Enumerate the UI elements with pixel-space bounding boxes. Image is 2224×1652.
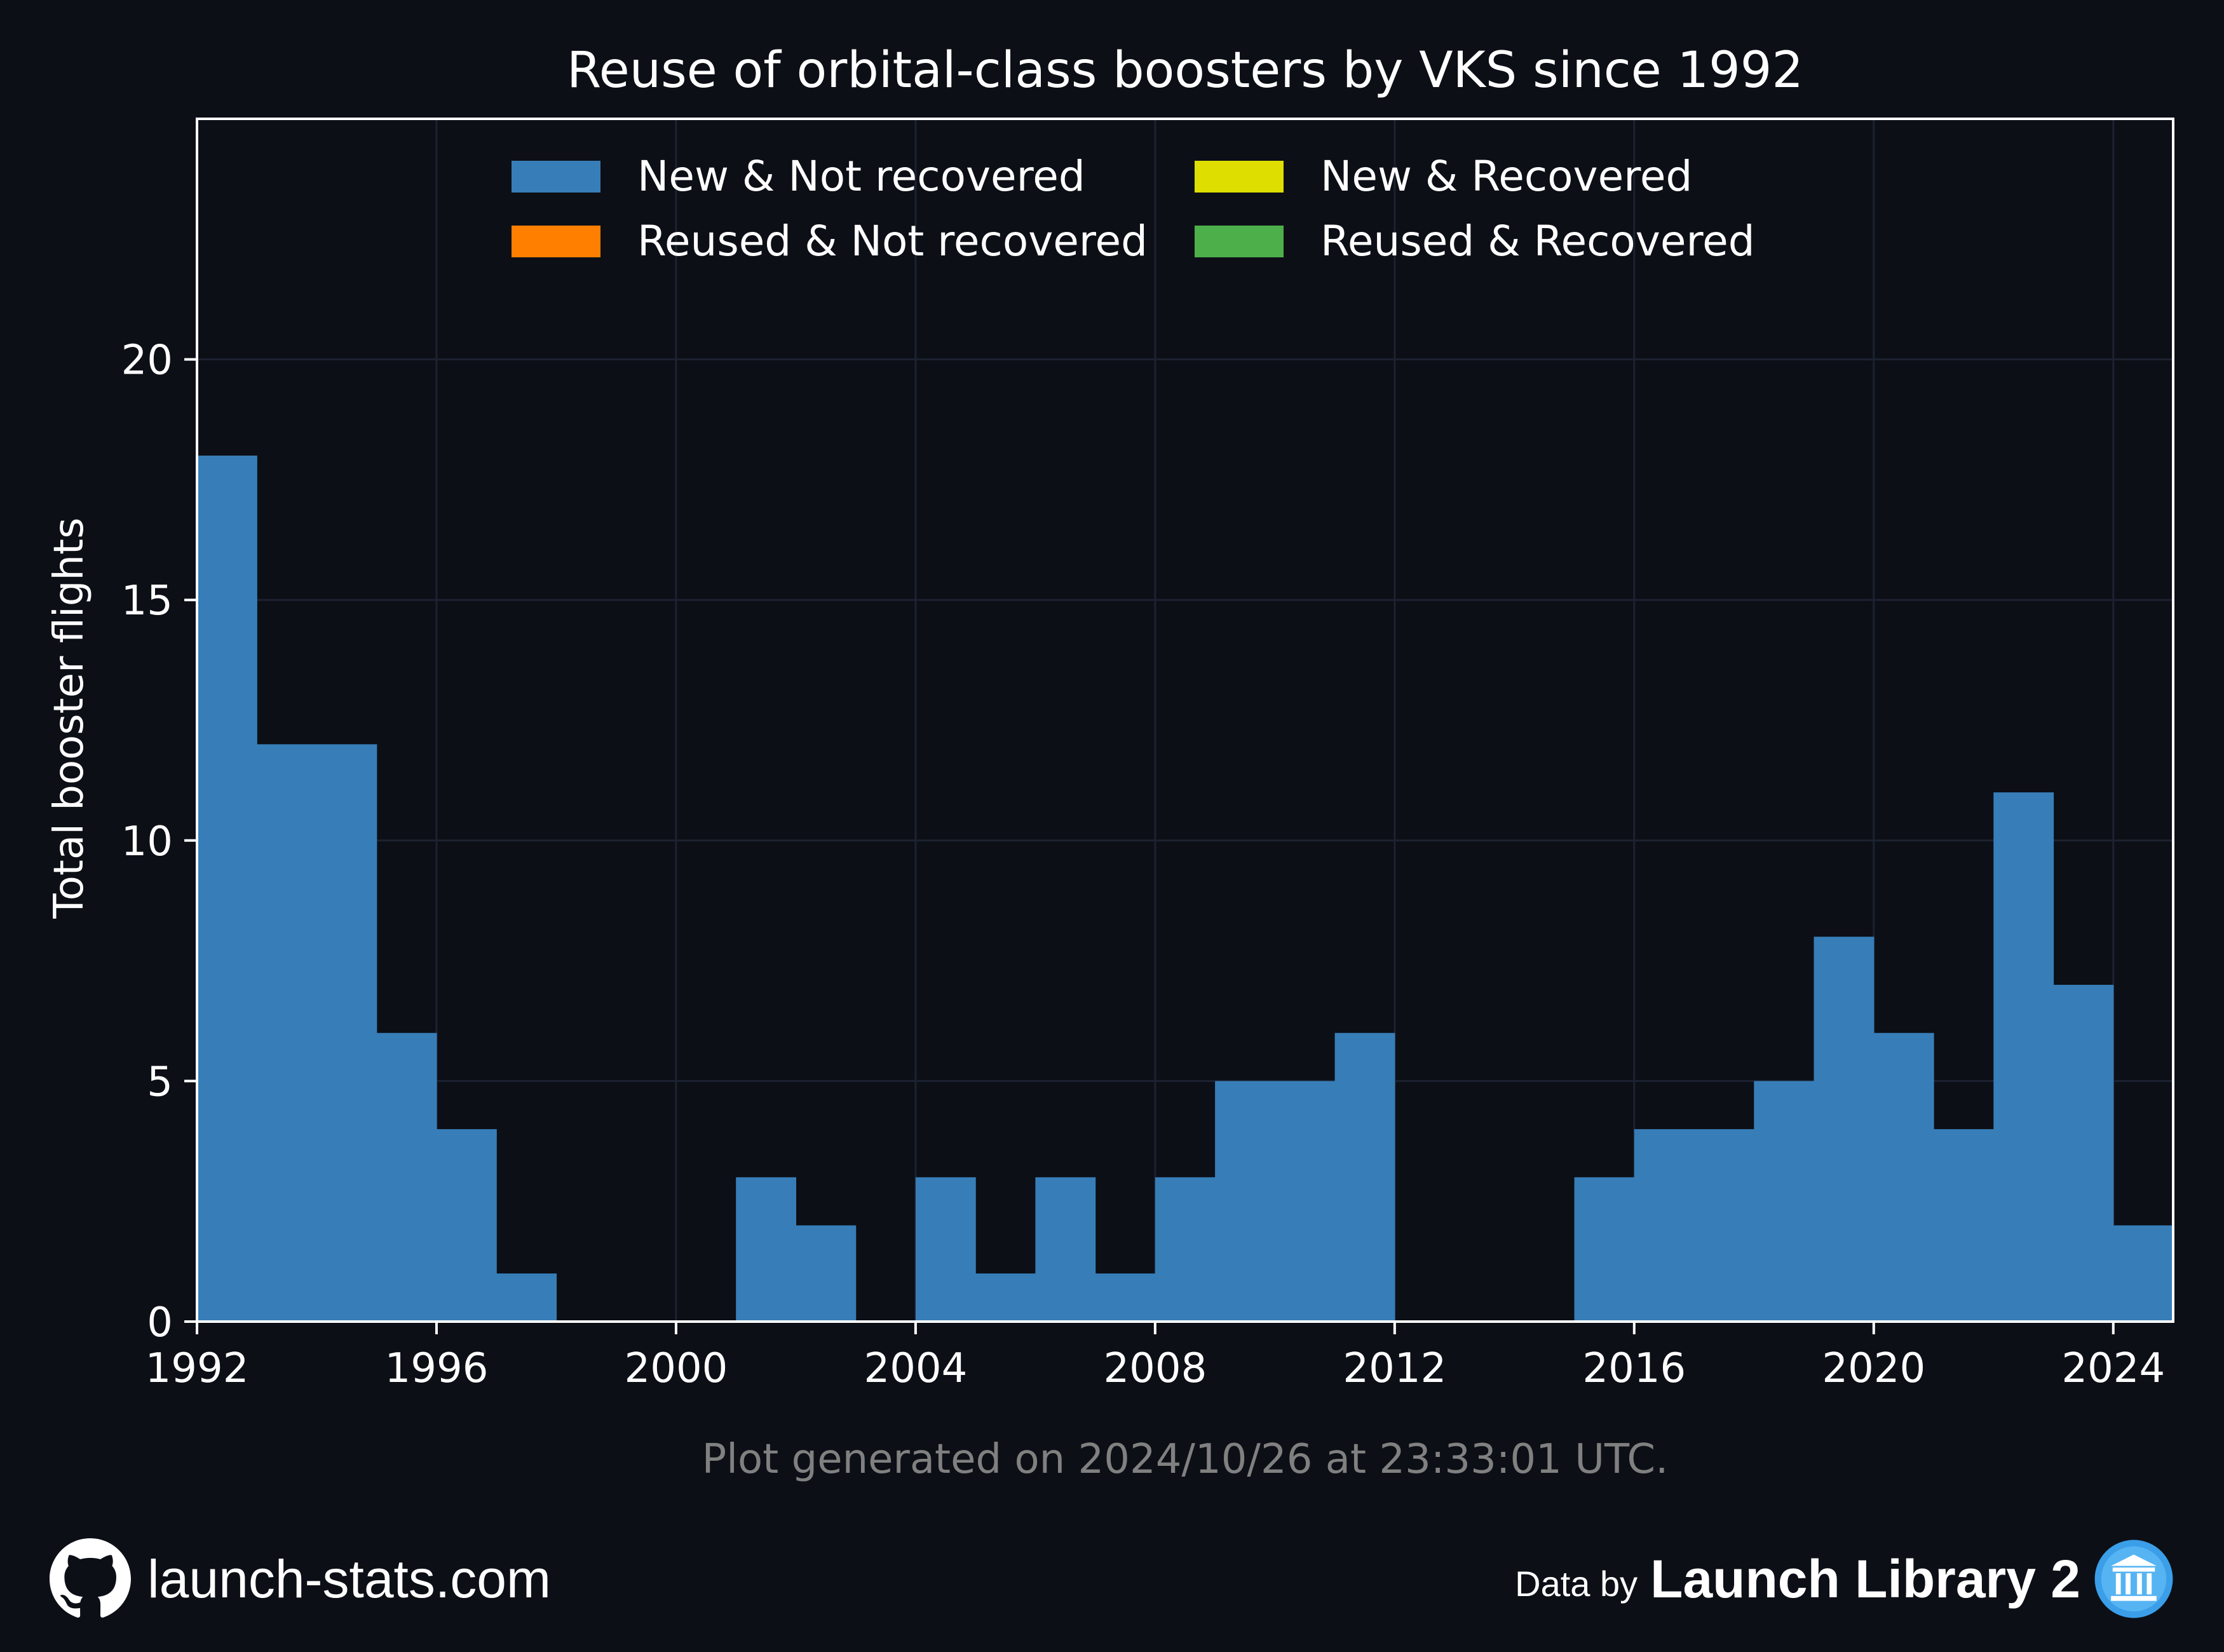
bar-2008 [1155,1177,1216,1322]
bar-1996 [436,1129,497,1322]
bar-1997 [496,1273,557,1322]
y-tick-label: 10 [121,818,173,865]
bar-1993 [257,744,318,1322]
footer-credit: Data by Launch Library 2 [1515,1538,2174,1620]
bar-2019 [1814,937,1875,1322]
bar-2017 [1694,1129,1754,1322]
bar-2001 [736,1177,797,1322]
y-tick-label: 0 [147,1299,173,1346]
x-tick-label: 1996 [385,1345,489,1392]
y-tick-label: 15 [121,578,173,625]
data-by-label: Data by [1515,1563,1638,1604]
bar-2015 [1574,1177,1635,1322]
bar-2010 [1275,1081,1336,1322]
legend-item: New & Recovered [1195,152,1692,201]
bar-2005 [975,1273,1036,1322]
x-tick-label: 2020 [1822,1345,1925,1392]
chart-title: Reuse of orbital-class boosters by VKS s… [567,42,1803,99]
bar-2024 [2113,1225,2174,1322]
bar-2006 [1035,1177,1096,1322]
y-tick-label: 5 [147,1059,173,1106]
x-tick-label: 2024 [2061,1345,2165,1392]
bar-2004 [915,1177,976,1322]
bar-2009 [1215,1081,1275,1322]
bar-2002 [796,1225,857,1322]
y-tick-label: 20 [121,337,173,384]
launch-library-label[interactable]: Launch Library 2 [1650,1548,2080,1609]
legend-label: New & Recovered [1320,152,1692,201]
axis-ticks: 1992 1996 2000 2004 2008 2012 2016 2020 2024 0 5 10… [121,337,2166,1392]
legend-swatch [512,226,600,257]
x-tick-label: 2016 [1582,1345,1686,1392]
x-tick-label: 2000 [625,1345,728,1392]
legend-label: Reused & Recovered [1320,217,1755,266]
legend-item: New & Not recovered [512,152,1085,201]
x-tick-label: 1992 [146,1345,249,1392]
footer-site[interactable]: launch-stats.com [50,1538,551,1620]
bar-1994 [316,744,377,1322]
bar-2020 [1873,1032,1934,1322]
bar-2016 [1634,1129,1695,1322]
plot-frame [196,118,2174,1323]
launch-library-icon [2094,1540,2173,1618]
legend-item: Reused & Recovered [1195,217,1755,266]
bar-2022 [1993,792,2054,1322]
bar-2021 [1934,1129,1994,1322]
x-tick-label: 2008 [1103,1345,1207,1392]
bar-1992 [197,456,257,1322]
site-link[interactable]: launch-stats.com [147,1548,551,1609]
legend-label: New & Not recovered [637,152,1085,201]
legend: New & Not recovered Reused & Not recovere… [512,152,1755,266]
bars [197,456,2174,1322]
legend-swatch [1195,161,1284,193]
legend-swatch [512,161,600,193]
plot-footnote: Plot generated on 2024/10/26 at 23:33:01… [702,1436,1669,1483]
github-icon [50,1538,131,1618]
x-tick-label: 2012 [1343,1345,1446,1392]
y-axis-label: Total booster flights [46,518,93,919]
legend-label: Reused & Not recovered [637,217,1148,266]
bar-2011 [1334,1032,1395,1322]
bar-2018 [1754,1081,1815,1322]
bar-2023 [2053,984,2114,1322]
x-tick-label: 2004 [864,1345,967,1392]
legend-item: Reused & Not recovered [512,217,1148,266]
legend-swatch [1195,226,1284,257]
bar-2007 [1095,1273,1156,1322]
bar-1995 [376,1032,437,1322]
